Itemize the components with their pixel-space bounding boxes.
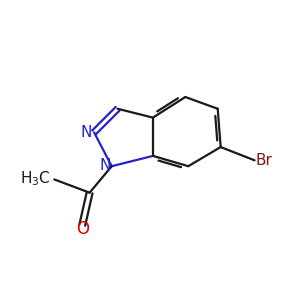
Text: O: O: [76, 220, 89, 238]
Text: H$_3$C: H$_3$C: [20, 169, 51, 188]
Text: N: N: [100, 158, 111, 173]
Text: N: N: [80, 125, 92, 140]
Text: Br: Br: [256, 153, 272, 168]
